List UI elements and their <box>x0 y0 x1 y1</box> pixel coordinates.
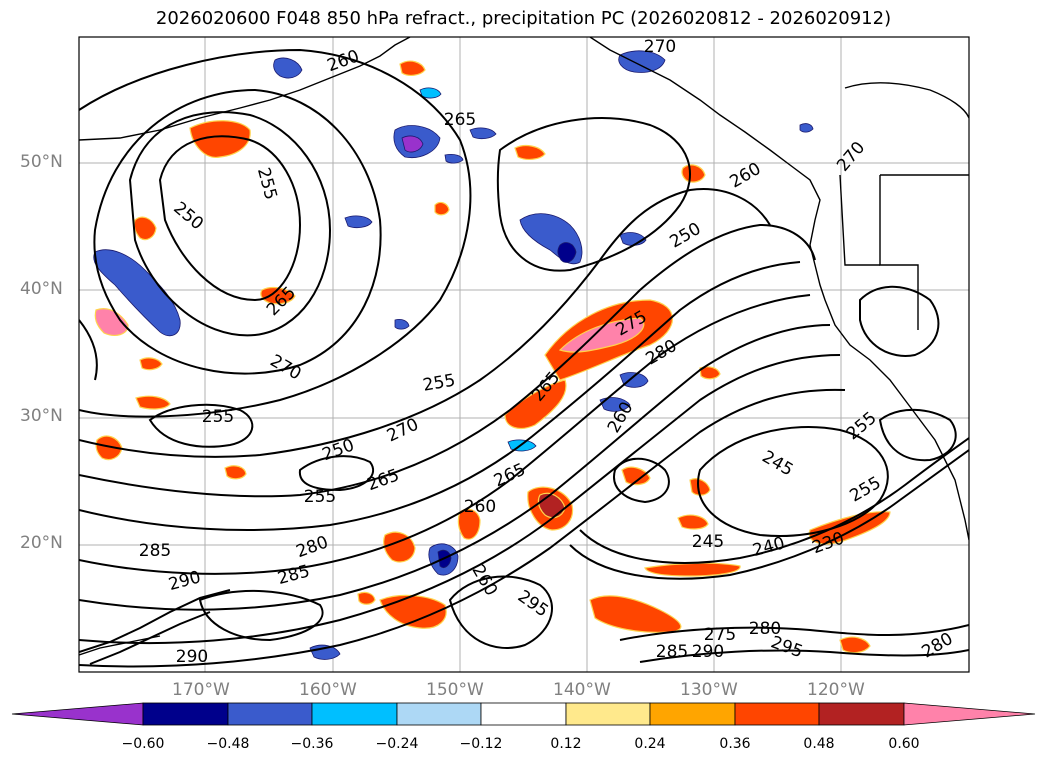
contour-label: 255 <box>304 487 336 507</box>
map-plot-area: 260 265 270 255 250 255 265 270 275 280 … <box>79 37 969 672</box>
map-frame <box>78 36 970 673</box>
lon-label-160w: 160°W <box>299 680 357 700</box>
refractivity-contours <box>79 48 969 668</box>
colorbar-tick: −0.24 <box>375 736 419 752</box>
colorbar-segment <box>311 702 398 726</box>
colorbar-tick: −0.12 <box>459 736 503 752</box>
colorbar-segment <box>142 702 229 726</box>
lon-label-170w: 170°W <box>172 680 230 700</box>
contour-label: 270 <box>644 37 676 57</box>
colorbar-tick: 0.60 <box>888 736 920 752</box>
contour-label: 290 <box>176 647 208 667</box>
contour-label: 255 <box>202 407 234 427</box>
contour-label: 285 <box>139 541 171 561</box>
colorbar-segment <box>227 702 313 726</box>
lon-label-120w: 120°W <box>807 680 865 700</box>
contour-label: 290 <box>692 642 724 662</box>
lat-label-30n: 30°N <box>20 406 63 426</box>
colorbar-segment <box>818 702 905 726</box>
colorbar-tick: 0.12 <box>550 736 582 752</box>
lon-label-140w: 140°W <box>553 680 611 700</box>
lon-label-150w: 150°W <box>426 680 484 700</box>
lat-label-40n: 40°N <box>20 279 63 299</box>
lat-label-20n: 20°N <box>20 533 63 553</box>
colorbar-segment <box>649 702 736 726</box>
colorbar-tick: 0.36 <box>719 736 751 752</box>
colorbar-extend-low <box>11 702 144 726</box>
precip-negative-areas <box>93 50 814 660</box>
colorbar-segment <box>480 702 567 726</box>
colorbar-segment <box>734 702 820 726</box>
contour-label: 275 <box>704 625 736 645</box>
colorbar-tick: −0.60 <box>121 736 165 752</box>
lon-label-130w: 130°W <box>680 680 738 700</box>
colorbar-extend-high <box>903 702 1036 726</box>
contour-label: 285 <box>656 642 688 662</box>
colorbar-tick: 0.48 <box>803 736 835 752</box>
colorbar-segment <box>396 702 482 726</box>
lat-label-50n: 50°N <box>20 152 63 172</box>
contour-label: 245 <box>692 532 724 552</box>
colorbar-tick: 0.24 <box>634 736 666 752</box>
colorbar-tick: −0.48 <box>206 736 250 752</box>
colorbar <box>11 702 1036 726</box>
colorbar-segment <box>565 702 651 726</box>
colorbar-tick: −0.36 <box>290 736 334 752</box>
map-title: 2026020600 F048 850 hPa refract., precip… <box>155 8 892 29</box>
contour-label: 280 <box>749 619 781 639</box>
contour-label: 260 <box>464 497 496 517</box>
contour-label: 265 <box>444 110 476 130</box>
